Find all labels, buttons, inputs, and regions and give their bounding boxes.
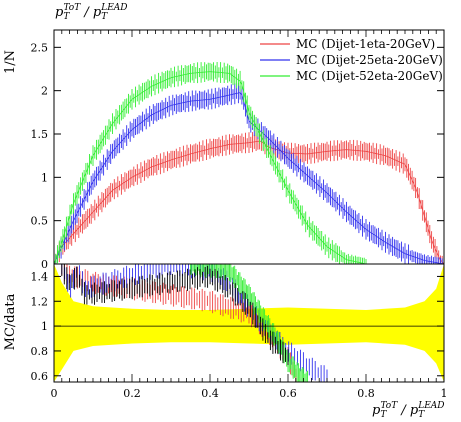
x-label-sup: ToT — [381, 401, 399, 411]
series-3-line — [53, 71, 367, 265]
legend-label-3: MC (Dijet-52eta-20GeV) — [296, 69, 443, 83]
top-title-sep: / — [80, 5, 93, 20]
legend-label-2: MC (Dijet-25eta-20GeV) — [296, 53, 443, 67]
ratio-yticks: 0.6 0.8 1 1.2 1.4 — [31, 270, 444, 383]
x-label-sep: / — [397, 403, 410, 418]
ratio-ytick-label: 1.4 — [31, 270, 49, 283]
main-yticks: 0 0.5 1 1.5 2 2.5 — [31, 30, 445, 271]
ratio-series-group — [61, 264, 328, 382]
top-title-sup2: LEAD — [100, 3, 127, 13]
x-label-p: p — [372, 403, 381, 418]
x-label-p2: p — [410, 403, 419, 418]
xtick-label: 0.2 — [123, 387, 141, 400]
main-ytick-label: 2.5 — [31, 41, 49, 54]
series-3 — [53, 62, 367, 265]
top-title-sup: ToT — [64, 3, 82, 13]
ratio-ylabel: MC/data — [3, 293, 18, 350]
main-ytick-label: 1 — [41, 171, 48, 184]
ratio-ytick-label: 1 — [41, 320, 48, 333]
main-panel: 00.511.522.5 1/N MC (Dijet-1eta-20GeV)MC… — [3, 29, 445, 271]
xtick-label: 0.6 — [279, 387, 297, 400]
ratio-series-4 — [61, 264, 289, 365]
main-series-group — [53, 62, 445, 265]
top-title-p2: p — [93, 5, 102, 20]
main-ytick-label: 0 — [41, 258, 48, 271]
series-2 — [53, 82, 445, 265]
ratio-panel: 0.60.811.21.4 0 0.2 0.4 0.6 0.8 1 MC/data pTT… — [3, 263, 448, 420]
xtick-label: 0.8 — [357, 387, 375, 400]
x-label-sub2: T — [418, 410, 425, 420]
ratio-ytick-label: 1.2 — [31, 295, 49, 308]
top-title-p: p — [55, 5, 64, 20]
x-label-sup2: LEAD — [417, 401, 444, 411]
xtick-label: 0.4 — [201, 387, 219, 400]
legend: MC (Dijet-1eta-20GeV) MC (Dijet-25eta-20G… — [260, 37, 443, 83]
xtick-label: 0 — [51, 387, 58, 400]
main-ytick-label: 2 — [41, 85, 48, 98]
xtick-label: 1 — [441, 387, 448, 400]
ratio-xticks: 0 0.2 0.4 0.6 0.8 1 — [51, 374, 448, 400]
main-ylabel: 1/N — [3, 50, 18, 74]
ratio-ytick-label: 0.6 — [31, 370, 49, 383]
top-title: pTToT / pTLEAD — [55, 3, 128, 22]
main-ytick-label: 0.5 — [31, 215, 49, 228]
series-2-line — [53, 92, 445, 265]
x-axis-label: pTToT / pTLEAD — [372, 401, 445, 420]
top-title-sub: T — [63, 12, 70, 22]
series-1-line — [53, 140, 445, 265]
legend-label-1: MC (Dijet-1eta-20GeV) — [296, 37, 435, 51]
ratio-ytick-label: 0.8 — [31, 345, 49, 358]
main-ytick-label: 1.5 — [31, 128, 49, 141]
top-title-sub2: T — [101, 12, 108, 22]
x-label-sub: T — [380, 410, 387, 420]
